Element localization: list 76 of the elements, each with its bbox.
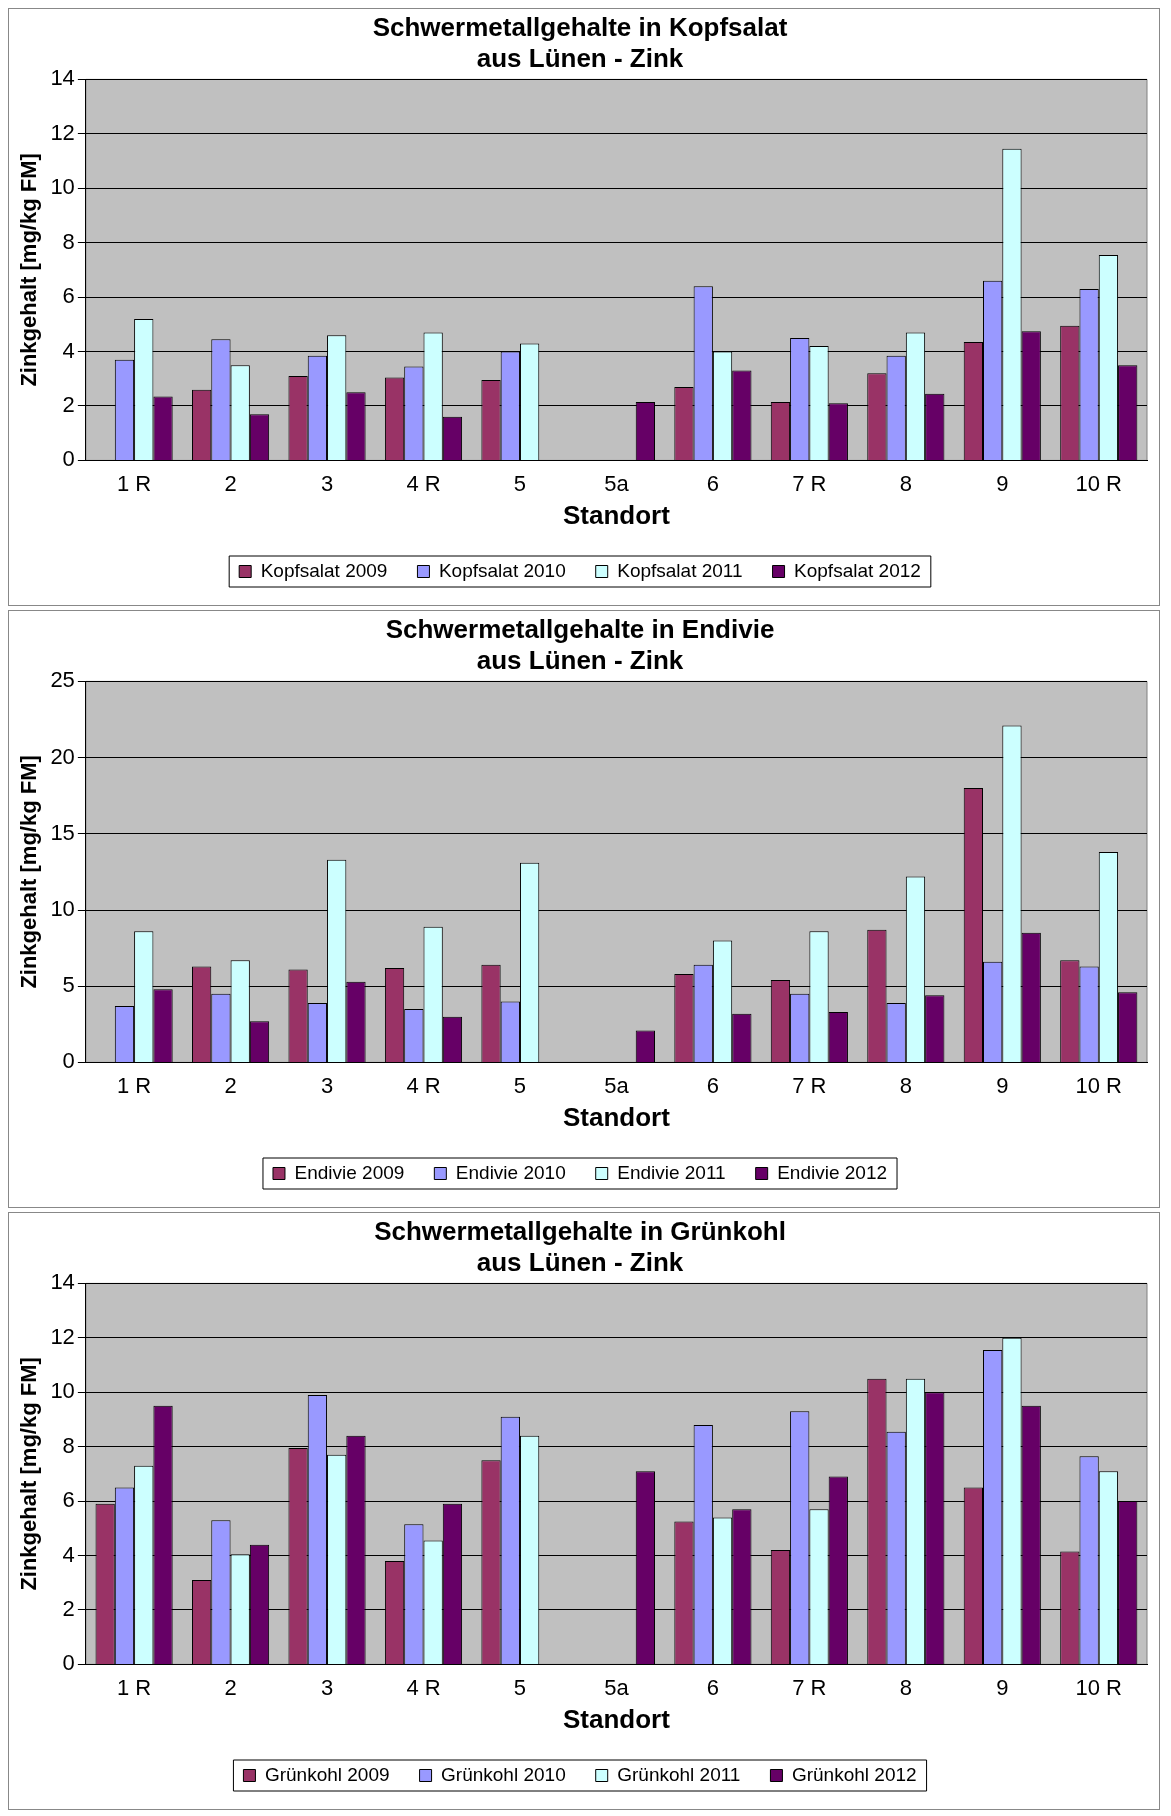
x-tick-label: 1 R	[116, 1674, 152, 1700]
y-tick-label: 10	[50, 896, 75, 922]
x-tick-label: 10 R	[1075, 1674, 1123, 1700]
x-tick-label: 10 R	[1075, 470, 1123, 496]
y-tick-label: 2	[62, 1596, 75, 1622]
y-tick-label: 2	[62, 392, 75, 418]
y-tick-label: 10	[50, 174, 75, 200]
x-tick-label: 3	[320, 1072, 334, 1098]
y-axis-title: Zinkgehalt [mg/kg FM]	[16, 153, 42, 387]
x-tick-label: 4 R	[406, 1072, 441, 1098]
y-tick-label: 0	[62, 1650, 75, 1676]
x-tick-label: 5a	[604, 1072, 630, 1098]
y-tick-label: 0	[62, 1048, 75, 1074]
x-tick-label: 4 R	[406, 1674, 441, 1700]
x-tick-label: 5	[513, 1674, 527, 1700]
y-tick-label: 4	[62, 1541, 75, 1567]
y-axis-title: Zinkgehalt [mg/kg FM]	[16, 755, 42, 989]
legend-label: Endivie 2010	[455, 1161, 566, 1183]
legend-label: Kopfsalat 2011	[617, 559, 743, 581]
legend-label: Kopfsalat 2010	[438, 559, 566, 581]
legend-label: Grünkohl 2009	[264, 1763, 390, 1785]
x-tick-label: 3	[320, 1674, 334, 1700]
y-axis-title: Zinkgehalt [mg/kg FM]	[16, 1357, 42, 1591]
y-tick-label: 14	[50, 1269, 75, 1295]
x-tick-label: 2	[224, 470, 237, 496]
x-tick-label: 2	[224, 1674, 237, 1700]
x-tick-label: 5a	[604, 470, 630, 496]
chart-title: Schwermetallgehalte in Kopfsalat aus Lünen - Zink	[372, 11, 788, 73]
x-tick-label: 6	[706, 1072, 720, 1098]
y-tick-label: 25	[50, 667, 75, 693]
x-tick-label: 9	[996, 470, 1009, 496]
x-axis-title: Standort	[562, 499, 671, 530]
x-tick-label: 6	[706, 1674, 720, 1700]
legend-label: Kopfsalat 2009	[260, 559, 388, 581]
x-tick-label: 5	[513, 470, 527, 496]
y-tick-label: 6	[62, 1487, 75, 1513]
x-tick-label: 1 R	[116, 470, 152, 496]
x-tick-label: 7 R	[792, 1072, 827, 1098]
x-tick-label: 8	[899, 470, 912, 496]
legend-label: Kopfsalat 2012	[794, 559, 921, 581]
x-tick-label: 5	[513, 1072, 527, 1098]
x-tick-label: 6	[706, 470, 720, 496]
x-tick-label: 10 R	[1075, 1072, 1123, 1098]
x-axis-title: Standort	[562, 1703, 671, 1734]
legend-label: Grünkohl 2011	[617, 1763, 741, 1785]
y-tick-label: 10	[50, 1378, 75, 1404]
y-tick-label: 6	[62, 283, 75, 309]
y-tick-label: 4	[62, 337, 75, 363]
chart-title: Schwermetallgehalte in Grünkohl aus Lünen - Zink	[374, 1215, 786, 1277]
x-tick-label: 8	[899, 1674, 912, 1700]
x-tick-label: 2	[224, 1072, 237, 1098]
legend-label: Grünkohl 2010	[441, 1763, 566, 1785]
y-tick-label: 8	[62, 228, 75, 254]
x-tick-label: 4 R	[406, 470, 441, 496]
y-tick-label: 15	[50, 819, 75, 845]
x-tick-label: 7 R	[792, 1674, 827, 1700]
chart-title: Schwermetallgehalte in Endivie aus Lünen - Zink	[385, 613, 775, 675]
x-tick-label: 7 R	[792, 470, 827, 496]
x-tick-label: 1 R	[116, 1072, 152, 1098]
x-axis-title: Standort	[562, 1101, 671, 1132]
x-tick-label: 8	[899, 1072, 912, 1098]
legend-label: Endivie 2009	[294, 1161, 405, 1183]
legend-label: Endivie 2012	[777, 1161, 888, 1183]
y-tick-label: 0	[62, 446, 75, 472]
x-tick-label: 5a	[604, 1674, 630, 1700]
y-tick-label: 20	[50, 743, 75, 769]
y-tick-label: 8	[62, 1432, 75, 1458]
x-tick-label: 9	[996, 1674, 1009, 1700]
y-tick-label: 5	[62, 972, 75, 998]
y-tick-label: 14	[50, 65, 75, 91]
legend-label: Endivie 2011	[617, 1161, 726, 1183]
legend-label: Grünkohl 2012	[791, 1763, 917, 1785]
y-tick-label: 12	[50, 1323, 75, 1349]
x-tick-label: 9	[996, 1072, 1009, 1098]
x-tick-label: 3	[320, 470, 334, 496]
y-tick-label: 12	[50, 119, 75, 145]
